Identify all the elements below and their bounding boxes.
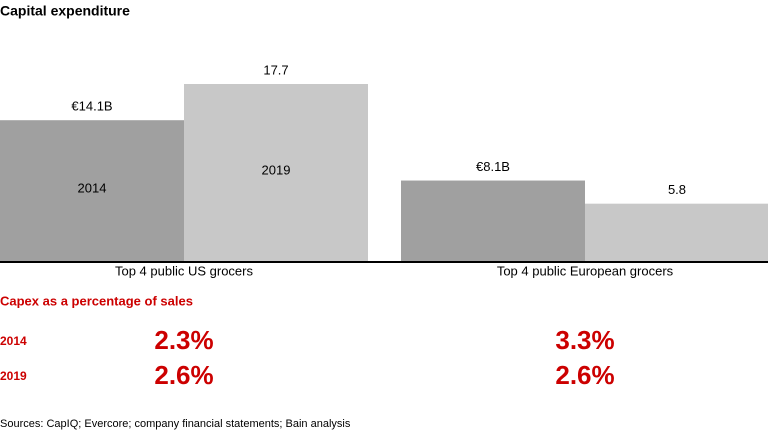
capex-value: 2.3% [154,325,213,355]
table-title: Capex as a percentage of sales [0,293,193,308]
x-tick-label: Top 4 public European grocers [497,263,674,278]
bar [401,180,585,262]
legend-label: 2019 [262,162,291,177]
value-label: €14.1B [71,99,112,114]
legend-label: 2014 [78,180,107,195]
row-label: 2019 [0,369,27,383]
value-label: 5.8 [668,182,686,197]
x-tick-label: Top 4 public US grocers [115,263,254,278]
bar [0,120,184,262]
bar [184,84,368,262]
bar [585,203,768,262]
source-note: Sources: CapIQ; Evercore; company financ… [0,418,351,430]
capex-value: 3.3% [555,325,614,355]
capex-value: 2.6% [154,360,213,390]
value-label: €8.1B [476,159,510,174]
chart-title: Capital expenditure [0,3,130,19]
value-label: 17.7 [263,62,288,77]
row-label: 2014 [0,334,27,348]
capex-value: 2.6% [555,360,614,390]
